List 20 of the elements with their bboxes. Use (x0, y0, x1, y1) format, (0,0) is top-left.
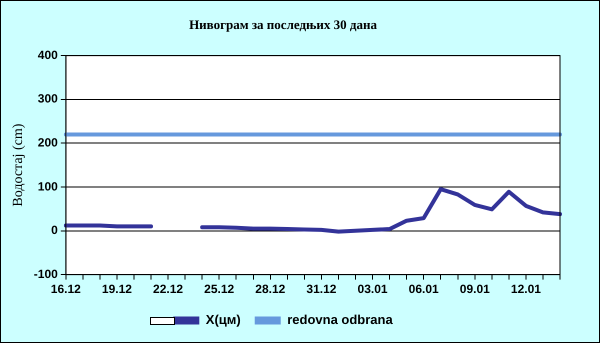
x-tick-label: 03.01 (358, 282, 388, 296)
y-tick-label: 300 (38, 92, 58, 106)
x-tick-label: 09.01 (460, 282, 490, 296)
legend-label: X(цм) (206, 312, 241, 328)
y-axis-title: Водостај (cm) (11, 123, 26, 207)
chart-title: Нивограм за последњих 30 дана (189, 17, 378, 32)
legend-label: redovna odbrana (287, 312, 394, 328)
x-tick-label: 25.12 (204, 282, 235, 296)
x-tick-label: 19.12 (102, 282, 132, 296)
x-tick-label: 22.12 (153, 282, 184, 296)
y-tick-label: 400 (38, 48, 58, 62)
y-tick-label: -100 (34, 266, 58, 281)
y-tick-label: 0 (51, 223, 58, 238)
x-tick-label: 28.12 (255, 282, 286, 296)
y-tick-label: 100 (38, 179, 58, 194)
y-tick-label: 200 (38, 136, 58, 150)
x-tick-label: 12.01 (510, 282, 542, 296)
x-tick-label: 16.12 (50, 282, 82, 296)
x-tick-label: 31.12 (306, 282, 337, 296)
x-tick-label: 06.01 (408, 282, 440, 296)
